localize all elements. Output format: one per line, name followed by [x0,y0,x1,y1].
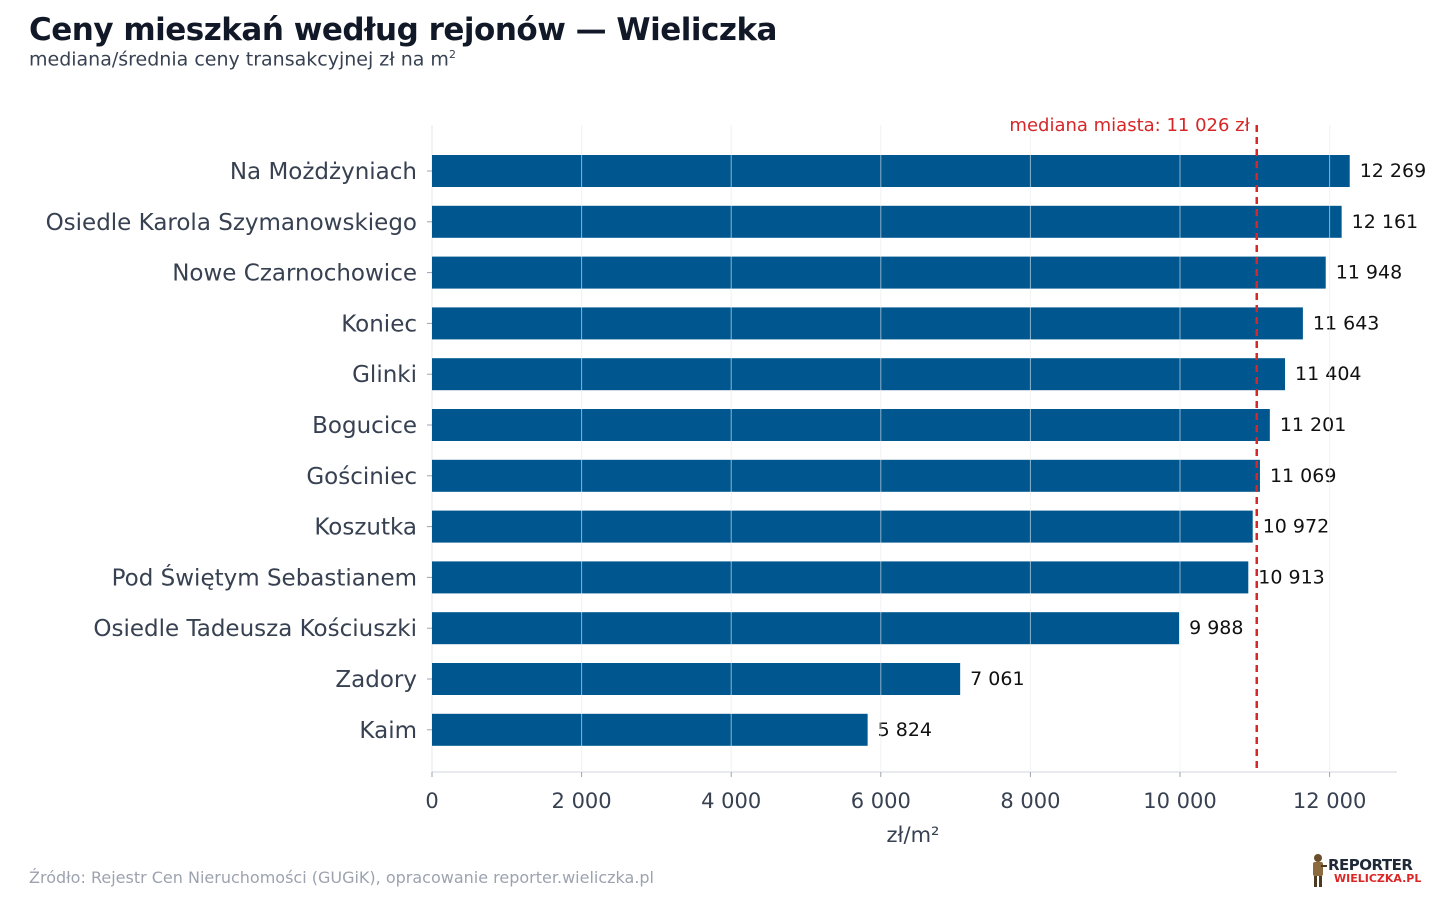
value-label: 7 061 [970,668,1024,690]
x-tick-label: 4 000 [701,789,761,813]
value-label: 11 069 [1270,465,1336,487]
bar [432,307,1303,340]
value-label: 11 643 [1313,312,1379,334]
category-label: Nowe Czarnochowice [172,261,417,287]
source-note: Źródło: Rejestr Cen Nieruchomości (GUGiK… [29,868,654,887]
value-label: 11 404 [1295,363,1361,385]
bar [432,256,1326,289]
bar [432,155,1350,187]
category-label: Gościniec [306,464,417,490]
value-label: 10 913 [1258,566,1324,588]
bar [432,459,1260,492]
category-label: Zadory [335,667,417,693]
value-label: 10 972 [1263,516,1329,538]
category-label: Bogucice [312,413,417,439]
category-label: Koszutka [314,515,417,541]
x-tick-label: 8 000 [1000,789,1060,813]
category-label: Glinki [352,362,417,388]
value-label: 11 201 [1280,414,1346,436]
bar [432,561,1249,594]
value-label: 9 988 [1189,617,1243,639]
value-label: 11 948 [1336,262,1402,284]
value-label: 12 269 [1360,160,1426,182]
x-tick-label: 2 000 [552,789,612,813]
x-tick-label: 6 000 [851,789,911,813]
category-label: Pod Świętym Sebastianem [112,563,417,591]
category-label: Kaim [359,718,417,744]
x-tick-label: 10 000 [1143,789,1216,813]
bar [432,205,1342,238]
chart-subtitle: mediana/średnia ceny transakcyjnej zł na… [29,48,456,70]
category-label: Osiedle Karola Szymanowskiego [46,210,417,236]
subtitle-superscript: 2 [448,48,456,61]
bar [432,663,961,695]
bar [432,510,1253,543]
chart-title: Ceny mieszkań według rejonów — Wieliczka [29,12,777,48]
bar [432,358,1286,391]
value-label: 12 161 [1352,211,1418,233]
x-tick-label: 0 [425,789,438,813]
logo-text-domain: WIELICZKA.PL [1334,872,1422,885]
reporter-figure-icon [1313,854,1327,887]
value-label: 5 824 [878,719,932,741]
subtitle-text: mediana/średnia ceny transakcyjnej zł na… [29,48,449,71]
x-tick-label: 12 000 [1293,789,1366,813]
category-label: Osiedle Tadeusza Kościuszki [93,616,417,642]
publisher-logo: REPORTER WIELICZKA.PL [1308,852,1422,892]
logo-text-reporter: REPORTER [1328,856,1413,874]
bar [432,612,1180,645]
category-label: Na Możdżyniach [230,159,417,185]
bar [432,713,868,746]
category-label: Koniec [341,311,417,337]
median-reference-label: mediana miasta: 11 026 zł [1009,115,1250,136]
bar [432,409,1270,441]
x-axis-title: zł/m² [887,823,940,847]
